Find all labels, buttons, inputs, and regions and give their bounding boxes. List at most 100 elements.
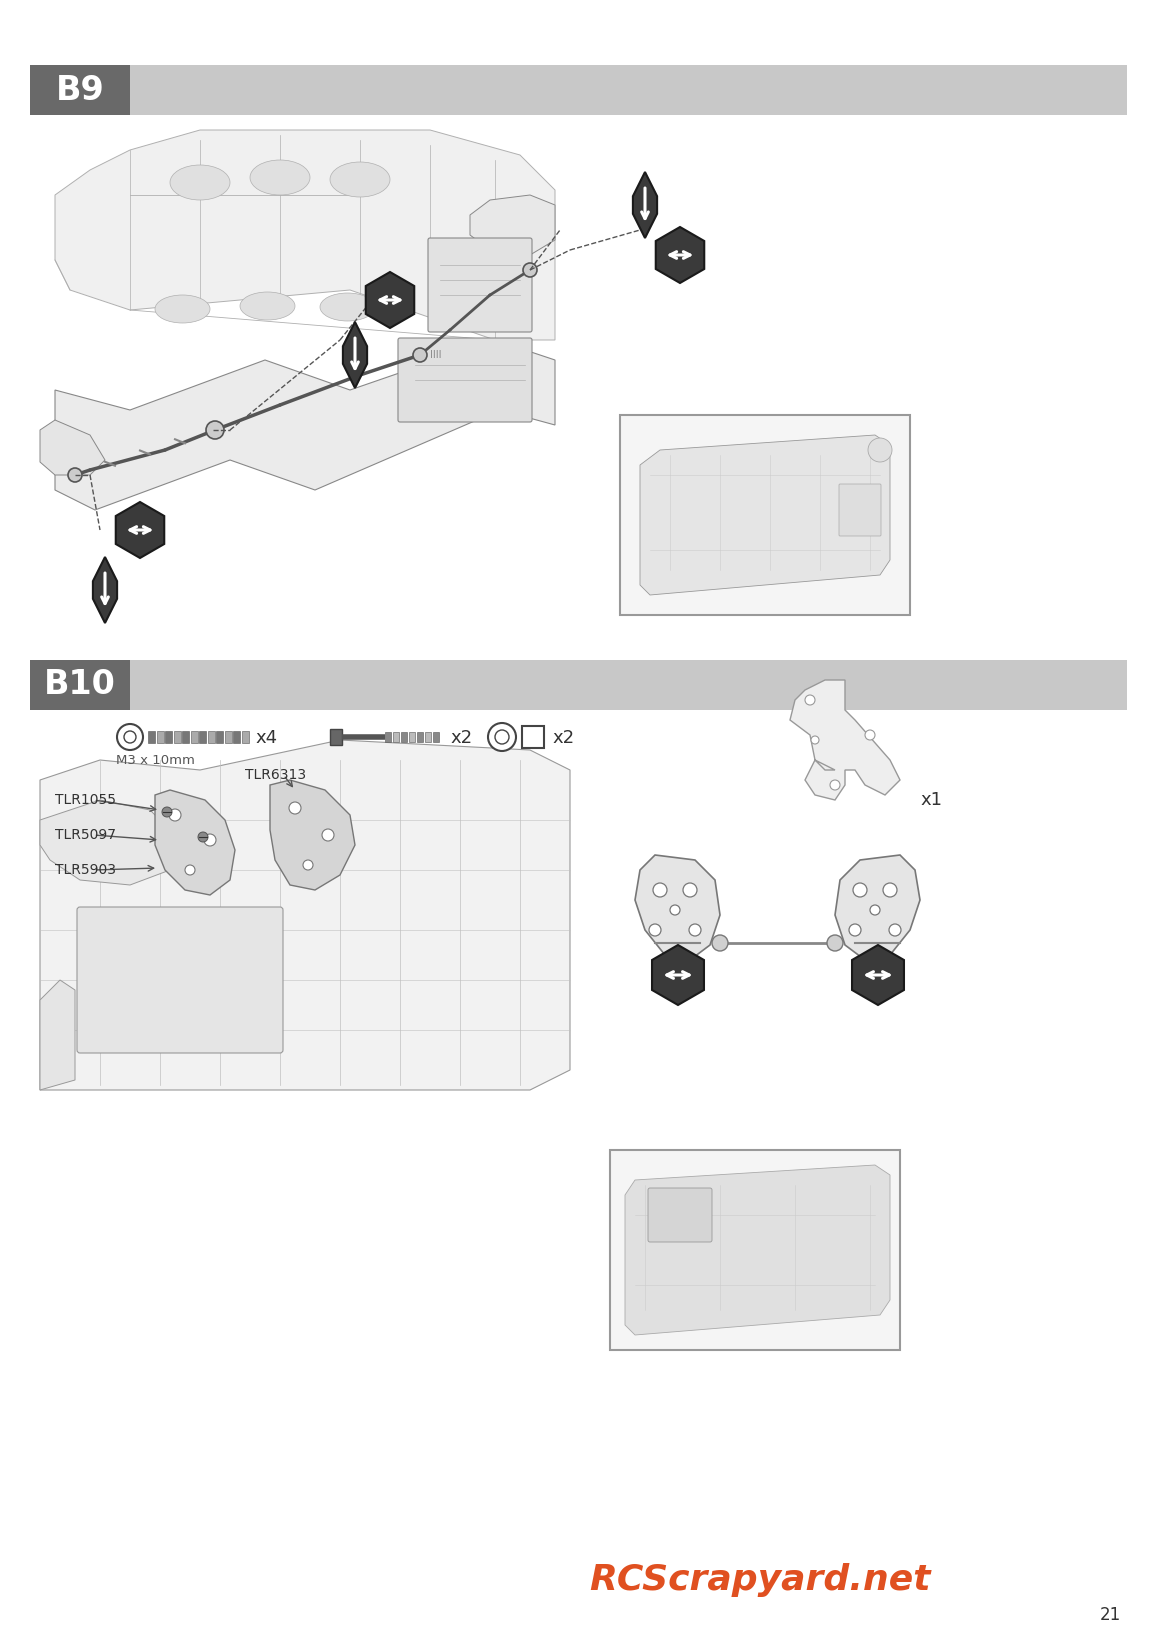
Text: B9: B9	[56, 74, 104, 106]
FancyBboxPatch shape	[620, 416, 911, 616]
Polygon shape	[790, 679, 900, 800]
Polygon shape	[835, 855, 920, 959]
Circle shape	[653, 882, 666, 897]
Circle shape	[712, 935, 728, 951]
Polygon shape	[40, 740, 570, 1090]
FancyBboxPatch shape	[182, 732, 189, 743]
FancyBboxPatch shape	[233, 732, 239, 743]
Circle shape	[865, 730, 875, 740]
FancyBboxPatch shape	[224, 732, 231, 743]
Ellipse shape	[170, 165, 230, 200]
Circle shape	[683, 882, 697, 897]
Circle shape	[805, 696, 815, 706]
Polygon shape	[40, 800, 180, 886]
FancyBboxPatch shape	[130, 660, 1127, 710]
Circle shape	[303, 859, 314, 869]
FancyBboxPatch shape	[330, 728, 342, 745]
Circle shape	[124, 732, 137, 743]
Circle shape	[827, 935, 843, 951]
Circle shape	[523, 264, 537, 277]
Circle shape	[870, 905, 880, 915]
Circle shape	[117, 724, 143, 750]
Text: 21: 21	[1099, 1606, 1121, 1624]
Polygon shape	[640, 435, 890, 594]
Circle shape	[849, 923, 861, 936]
FancyBboxPatch shape	[522, 725, 544, 748]
Polygon shape	[633, 172, 657, 237]
FancyBboxPatch shape	[428, 237, 532, 332]
FancyBboxPatch shape	[148, 732, 155, 743]
FancyBboxPatch shape	[165, 732, 172, 743]
Ellipse shape	[320, 293, 375, 321]
Text: x1: x1	[920, 791, 942, 809]
FancyBboxPatch shape	[425, 732, 432, 742]
FancyBboxPatch shape	[30, 65, 130, 115]
FancyBboxPatch shape	[610, 1151, 900, 1351]
Polygon shape	[342, 322, 367, 388]
Text: x2: x2	[450, 728, 472, 746]
Circle shape	[204, 833, 216, 846]
Circle shape	[495, 730, 509, 743]
Polygon shape	[852, 945, 904, 1005]
Text: TLR6313: TLR6313	[245, 768, 307, 782]
Ellipse shape	[330, 162, 390, 196]
Polygon shape	[270, 779, 355, 891]
Text: B10: B10	[44, 668, 116, 702]
Circle shape	[649, 923, 661, 936]
Text: TLR5903: TLR5903	[56, 863, 116, 877]
Polygon shape	[40, 421, 105, 475]
Circle shape	[322, 828, 334, 841]
Circle shape	[169, 809, 180, 822]
FancyBboxPatch shape	[207, 732, 214, 743]
Text: TLR1055: TLR1055	[56, 792, 116, 807]
Circle shape	[198, 832, 208, 841]
Polygon shape	[653, 945, 703, 1005]
Polygon shape	[656, 228, 705, 283]
Text: M3 x 10mm: M3 x 10mm	[116, 753, 194, 766]
Polygon shape	[625, 1166, 890, 1336]
Circle shape	[162, 807, 172, 817]
Ellipse shape	[250, 160, 310, 195]
FancyBboxPatch shape	[433, 732, 439, 742]
Ellipse shape	[239, 291, 295, 319]
Circle shape	[883, 882, 897, 897]
FancyBboxPatch shape	[156, 732, 163, 743]
Circle shape	[206, 421, 224, 439]
Text: x2: x2	[552, 728, 574, 746]
Polygon shape	[40, 981, 75, 1090]
Polygon shape	[366, 272, 414, 327]
Polygon shape	[470, 195, 555, 255]
Circle shape	[413, 349, 427, 362]
Text: TLR5097: TLR5097	[56, 828, 116, 841]
FancyBboxPatch shape	[191, 732, 198, 743]
Text: IIII: IIII	[430, 350, 442, 360]
Circle shape	[853, 882, 867, 897]
FancyBboxPatch shape	[216, 732, 223, 743]
FancyBboxPatch shape	[648, 1188, 712, 1242]
FancyBboxPatch shape	[839, 485, 880, 535]
FancyBboxPatch shape	[385, 732, 391, 742]
Circle shape	[185, 864, 196, 876]
FancyBboxPatch shape	[417, 732, 423, 742]
Polygon shape	[635, 855, 720, 959]
FancyBboxPatch shape	[130, 65, 1127, 115]
Text: x4: x4	[255, 728, 278, 746]
Polygon shape	[93, 557, 117, 624]
FancyBboxPatch shape	[199, 732, 206, 743]
Polygon shape	[56, 340, 555, 511]
FancyBboxPatch shape	[174, 732, 180, 743]
Circle shape	[670, 905, 680, 915]
Circle shape	[830, 779, 840, 791]
Circle shape	[868, 439, 892, 462]
Polygon shape	[155, 791, 235, 895]
Circle shape	[289, 802, 301, 814]
Polygon shape	[56, 129, 555, 340]
Ellipse shape	[155, 295, 211, 322]
FancyBboxPatch shape	[78, 907, 283, 1053]
Circle shape	[488, 724, 516, 751]
Circle shape	[68, 468, 82, 481]
FancyBboxPatch shape	[242, 732, 249, 743]
Circle shape	[811, 737, 819, 743]
Circle shape	[889, 923, 901, 936]
Text: RCScrapyard.net: RCScrapyard.net	[589, 1563, 930, 1598]
